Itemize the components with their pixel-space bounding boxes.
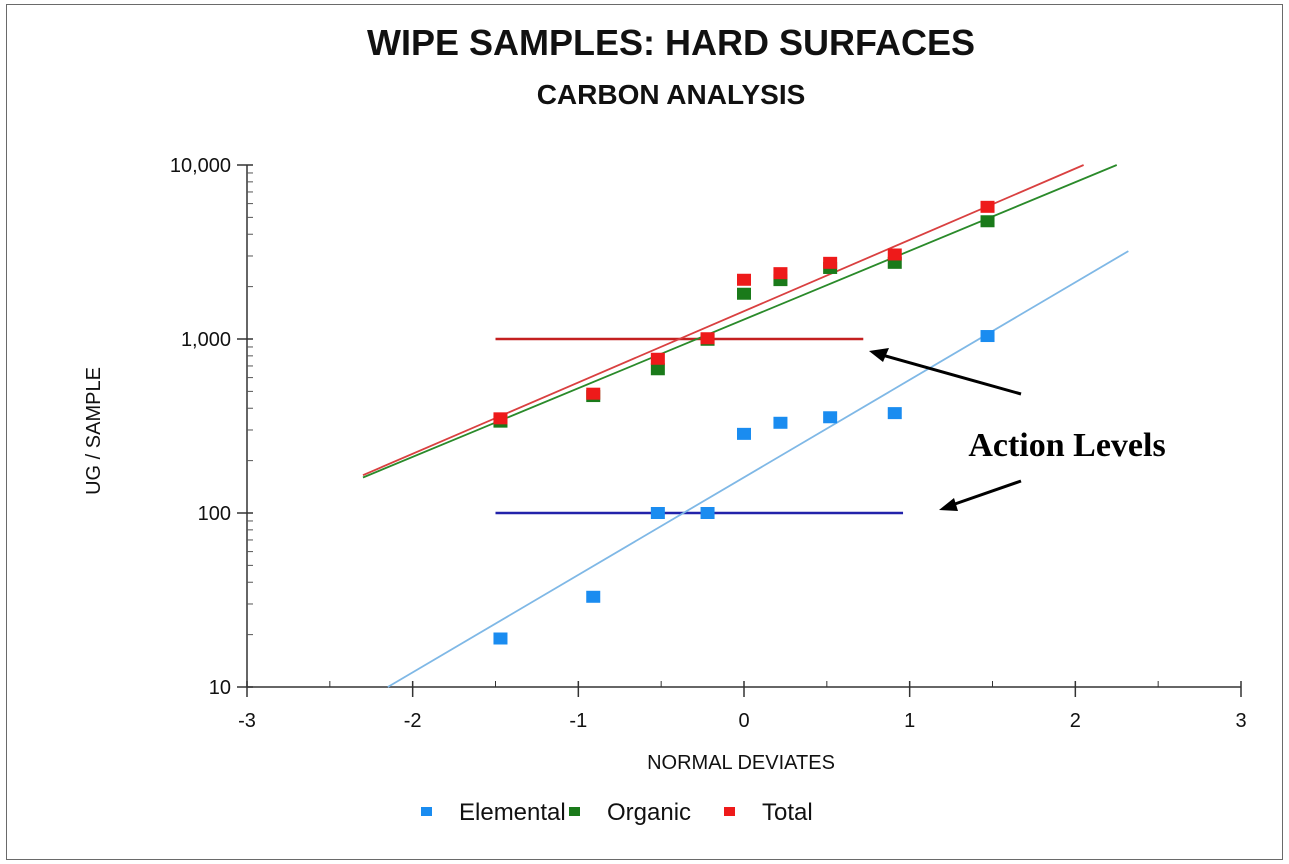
legend-label-organic: Organic — [607, 799, 691, 826]
annotation-arrow-upper — [881, 353, 1022, 396]
x-tick-label: -3 — [238, 710, 256, 732]
point-elemental — [980, 330, 995, 343]
annotation-arrow-lower — [951, 479, 1022, 507]
x-tick-label: 0 — [738, 710, 749, 732]
point-organic — [737, 287, 751, 300]
legend-swatch-elemental — [421, 807, 432, 816]
point-elemental — [773, 416, 788, 429]
chart-frame: WIPE SAMPLES: HARD SURFACES CARBON ANALY… — [6, 4, 1283, 860]
point-elemental — [737, 427, 751, 440]
point-total — [980, 200, 995, 213]
point-elemental — [887, 407, 902, 420]
legend-swatch-organic — [569, 807, 580, 816]
action-levels-annotation: Action Levels — [869, 348, 1166, 511]
legend-label-total: Total — [762, 799, 813, 826]
point-elemental — [823, 411, 838, 424]
x-tick-label: -1 — [569, 710, 587, 732]
x-tick-label: -2 — [404, 710, 422, 732]
point-organic — [980, 215, 995, 228]
x-tick-label: 2 — [1070, 710, 1081, 732]
fit-line-elemental — [387, 250, 1129, 688]
axes: 10 100 1,000 10,000 -3 -2 -1 0 1 2 3 — [170, 155, 1247, 732]
y-tick-label: 1,000 — [181, 329, 231, 351]
point-elemental — [650, 507, 665, 519]
chart-subtitle: CARBON ANALYSIS — [537, 79, 806, 110]
point-total — [823, 256, 838, 269]
y-tick-label: 100 — [198, 503, 231, 525]
point-organic — [650, 363, 665, 376]
point-total — [773, 267, 788, 280]
data-points — [493, 200, 995, 645]
point-total — [700, 332, 715, 345]
point-elemental — [700, 507, 715, 519]
point-elemental — [493, 632, 508, 645]
annotation-arrowhead-upper — [869, 348, 889, 362]
annotation-arrowhead-lower — [939, 498, 958, 511]
legend: Elemental Organic Total — [421, 799, 813, 826]
chart-title: WIPE SAMPLES: HARD SURFACES — [367, 22, 975, 63]
x-tick-label: 3 — [1235, 710, 1246, 732]
point-total — [493, 412, 508, 425]
annotation-text: Action Levels — [968, 427, 1165, 464]
y-tick-label: 10,000 — [170, 155, 231, 177]
x-axis-label: NORMAL DEVIATES — [647, 752, 835, 774]
point-total — [737, 273, 751, 286]
y-axis-label: UG / SAMPLE — [83, 367, 105, 495]
chart: WIPE SAMPLES: HARD SURFACES CARBON ANALY… — [83, 22, 1247, 826]
x-tick-label: 1 — [904, 710, 915, 732]
y-tick-label: 10 — [209, 677, 231, 699]
point-total — [887, 248, 902, 261]
fit-line-total — [362, 164, 1084, 476]
legend-label-elemental: Elemental — [459, 799, 566, 826]
point-total — [586, 387, 601, 400]
fit-lines — [362, 164, 1129, 688]
legend-swatch-total — [724, 807, 735, 816]
point-total — [650, 352, 665, 365]
action-level-lines — [495, 337, 904, 515]
point-elemental — [586, 590, 601, 603]
